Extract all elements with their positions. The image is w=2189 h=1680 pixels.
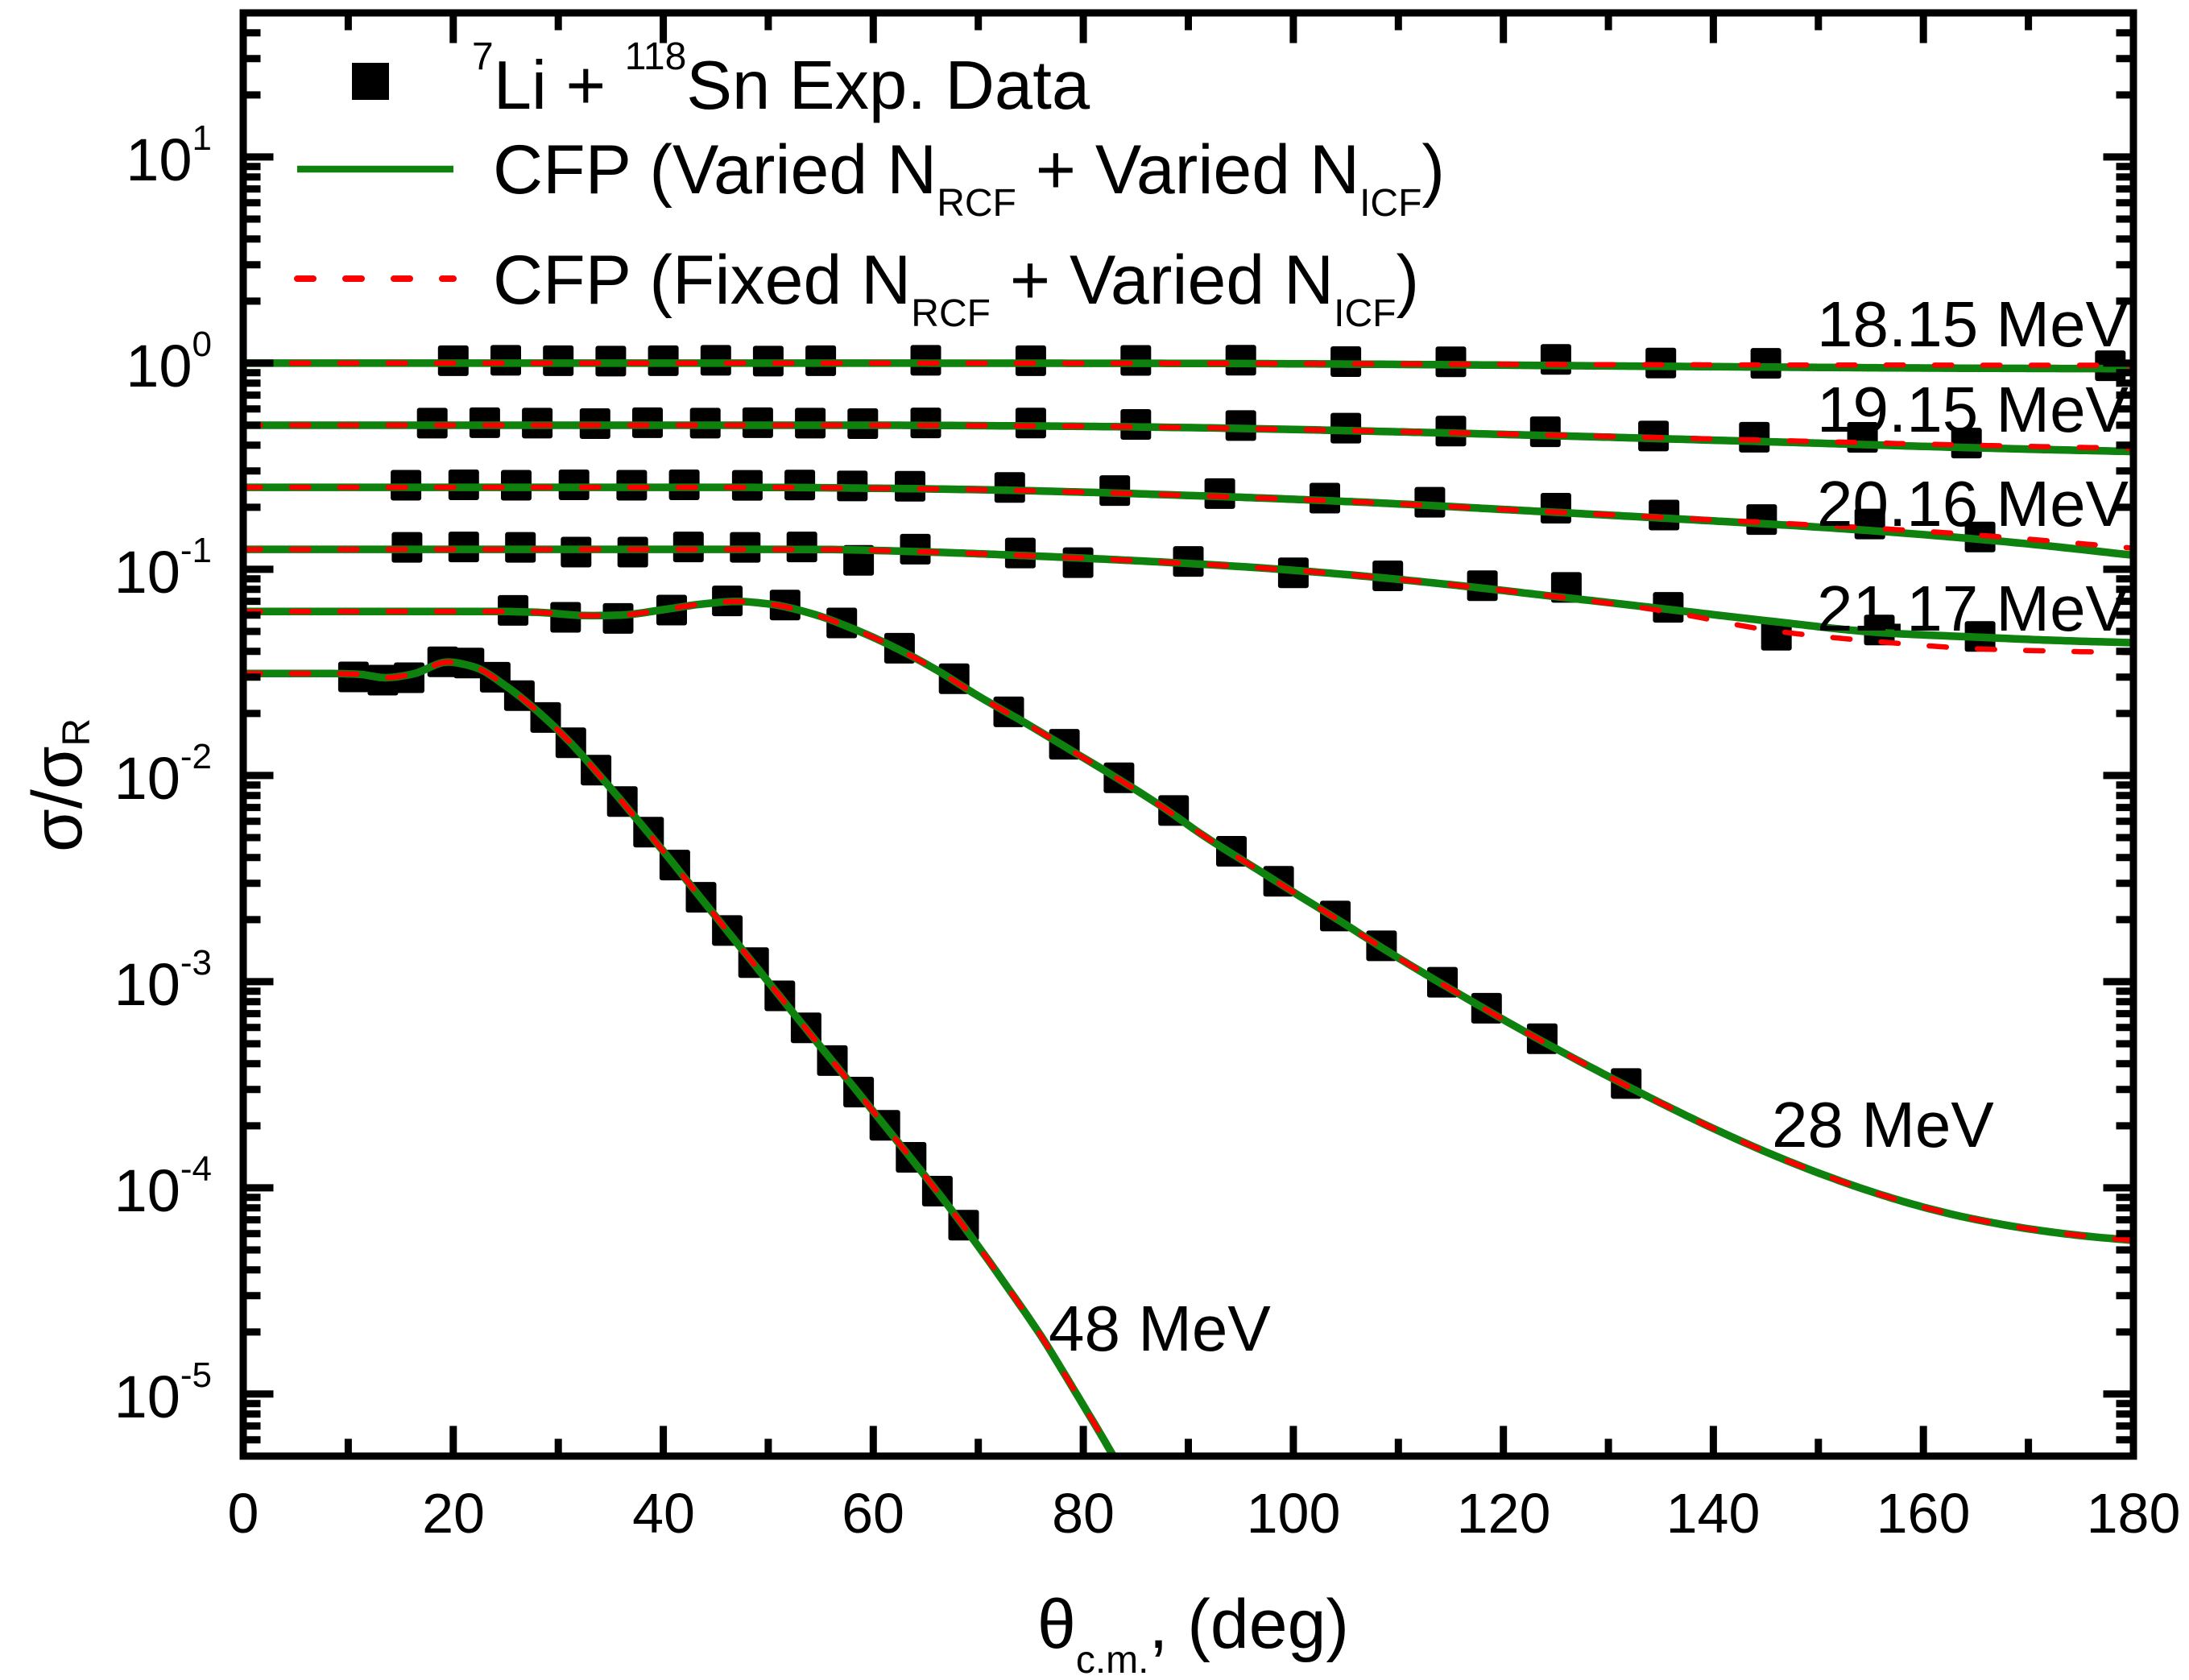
- svg-text:40: 40: [632, 1482, 695, 1545]
- svg-text:80: 80: [1052, 1482, 1115, 1545]
- svg-text:100: 100: [1247, 1482, 1341, 1545]
- svg-text:7Li + 118Sn Exp. Data: 7Li + 118Sn Exp. Data: [472, 35, 1090, 124]
- svg-text:0: 0: [228, 1482, 259, 1545]
- svg-text:10-3: 10-3: [114, 943, 212, 1018]
- svg-text:20: 20: [422, 1482, 485, 1545]
- svg-text:48 MeV: 48 MeV: [1049, 1293, 1271, 1364]
- svg-text:120: 120: [1457, 1482, 1551, 1545]
- svg-text:10-2: 10-2: [114, 737, 212, 812]
- svg-text:180: 180: [2087, 1482, 2181, 1545]
- svg-text:18.15 MeV: 18.15 MeV: [1817, 288, 2129, 360]
- svg-text:20.16 MeV: 20.16 MeV: [1817, 468, 2129, 540]
- svg-text:60: 60: [842, 1482, 904, 1545]
- svg-text:140: 140: [1666, 1482, 1761, 1545]
- svg-text:19.15 MeV: 19.15 MeV: [1817, 374, 2129, 445]
- svg-text:160: 160: [1877, 1482, 1971, 1545]
- svg-text:28 MeV: 28 MeV: [1772, 1089, 1994, 1161]
- svg-text:21.17 MeV: 21.17 MeV: [1817, 573, 2129, 644]
